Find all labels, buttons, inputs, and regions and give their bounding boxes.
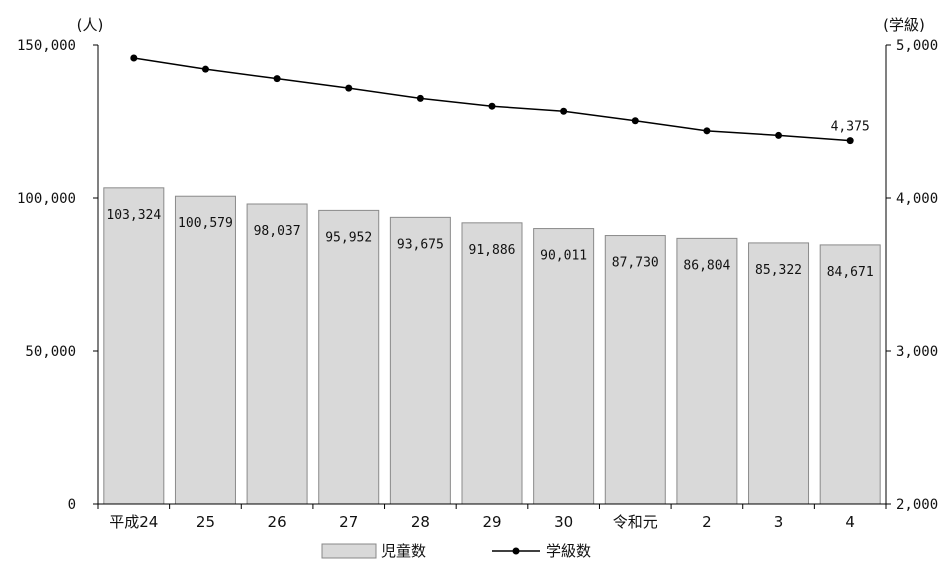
bar (174, 195, 236, 505)
line-point (703, 127, 711, 135)
x-category-label: 30 (554, 513, 573, 531)
left-tick-label: 100,000 (17, 191, 76, 207)
right-tick-label: 4,000 (896, 191, 938, 207)
right-tick-label: 5,000 (896, 38, 938, 54)
right-axis-unit: (学級) (883, 16, 925, 34)
line-point (488, 102, 496, 110)
x-category-label: 令和元 (613, 513, 658, 531)
bar (533, 228, 595, 505)
legend-marker-sample (512, 547, 520, 555)
x-category-label: 3 (774, 513, 784, 531)
bar-value-label: 84,671 (827, 265, 874, 280)
bar (676, 237, 738, 505)
line-point (416, 94, 424, 102)
bar-value-label: 95,952 (325, 230, 372, 245)
x-category-label: 27 (339, 513, 358, 531)
line-point (130, 54, 138, 62)
bar (103, 187, 165, 505)
left-tick-label: 150,000 (17, 38, 76, 54)
bar-value-label: 93,675 (397, 237, 444, 252)
line-point (631, 117, 639, 125)
left-tick-label: 0 (68, 497, 76, 513)
line-point (273, 75, 281, 83)
x-category-label: 2 (702, 513, 712, 531)
line-point (560, 107, 568, 115)
x-category-label: 25 (196, 513, 215, 531)
x-category-label: 28 (411, 513, 430, 531)
bar-value-label: 98,037 (254, 224, 301, 239)
left-axis-unit: (人) (77, 16, 104, 34)
line-layer (130, 54, 854, 145)
bar-value-label: 86,804 (683, 258, 730, 273)
legend-label-bar: 児童数 (381, 542, 426, 560)
bar (748, 242, 810, 505)
line-point (846, 137, 854, 145)
line-point (201, 65, 209, 73)
bar (819, 244, 881, 505)
x-category-label: 29 (482, 513, 501, 531)
line-end-value-label: 4,375 (831, 120, 870, 135)
labels-layer: 103,324 100,579 98,037 95,952 93,675 91,886 90… (106, 120, 873, 280)
bar (461, 222, 523, 505)
bars-layer (103, 187, 881, 505)
left-tick-label: 50,000 (25, 344, 76, 360)
x-category-label: 平成24 (109, 513, 158, 531)
x-category-label: 4 (845, 513, 855, 531)
bar-value-label: 100,579 (178, 216, 233, 231)
bar (318, 209, 380, 505)
series-line-class-count (133, 57, 851, 142)
bar (246, 203, 308, 505)
axes-layer: 0 50,000 100,000 150,000 2,000 3,000 4,000 5,00… (17, 38, 938, 531)
line-point (775, 131, 783, 139)
bar-value-label: 103,324 (106, 208, 161, 223)
bar (389, 216, 451, 505)
bar-value-label: 85,322 (755, 263, 802, 278)
line-point (345, 84, 353, 92)
right-tick-label: 2,000 (896, 497, 938, 513)
x-category-label: 26 (268, 513, 287, 531)
bar (604, 235, 666, 505)
right-tick-label: 3,000 (896, 344, 938, 360)
legend: 児童数 学級数 (321, 542, 591, 560)
bar-value-label: 91,886 (469, 243, 516, 258)
bar-value-label: 87,730 (612, 256, 659, 271)
legend-label-line: 学級数 (546, 542, 591, 560)
bar-value-label: 90,011 (540, 249, 587, 264)
legend-swatch-bar (321, 543, 377, 559)
